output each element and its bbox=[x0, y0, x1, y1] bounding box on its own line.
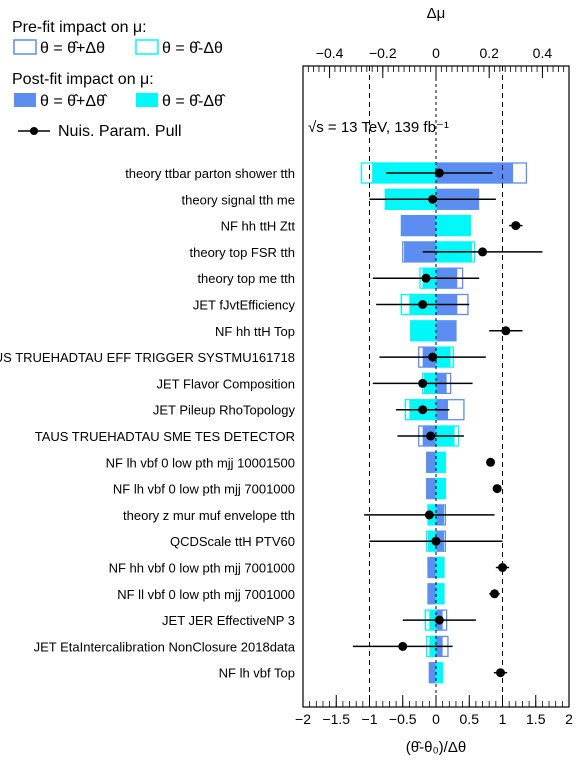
postfit-up-bar bbox=[426, 452, 436, 473]
pull-marker bbox=[492, 484, 502, 494]
bottom-axis-tick-label: −1.5 bbox=[322, 711, 350, 727]
parameter-labels: theory ttbar parton shower tth theory sig… bbox=[0, 166, 296, 681]
prefit-down-bar bbox=[435, 583, 445, 605]
parameter-label: TAUS TRUEHADTAU EFF TRIGGER SYSTMU161718 bbox=[0, 350, 295, 365]
legend-prefit-up-label: θ = θ̂+Δθ bbox=[40, 40, 105, 57]
pull-marker bbox=[434, 168, 444, 178]
pull-marker bbox=[398, 641, 408, 651]
pull-marker bbox=[501, 326, 511, 336]
parameter-label: JET Flavor Composition bbox=[157, 376, 295, 391]
bottom-axis-tick-label: 1 bbox=[499, 711, 507, 727]
bottom-axis-title: (θ̂-θ₀)/Δθ bbox=[406, 739, 466, 756]
pull-marker bbox=[490, 589, 500, 599]
parameter-label: TAUS TRUEHADTAU SME TES DETECTOR bbox=[35, 429, 295, 444]
pull-marker bbox=[431, 536, 441, 546]
parameter-label: JET Pileup RhoTopology bbox=[153, 403, 296, 418]
legend-pull-marker bbox=[30, 127, 38, 135]
bottom-axis-tick-label: 0.5 bbox=[460, 711, 480, 727]
pull-marker bbox=[498, 563, 507, 572]
pull-marker bbox=[424, 510, 434, 520]
postfit-up-bar bbox=[428, 583, 436, 604]
postfit-down-bar bbox=[436, 452, 446, 473]
pull-marker bbox=[418, 378, 428, 388]
parameter-label: NF ll vbf 0 low pth mjj 7001000 bbox=[117, 587, 295, 602]
parameter-label: NF hh ttH Top bbox=[215, 324, 295, 339]
postfit-up-bar bbox=[428, 557, 436, 578]
postfit-down-bar bbox=[436, 662, 443, 683]
top-axis-tick-label: −0.2 bbox=[369, 45, 397, 61]
bottom-axis-tick-label: 0 bbox=[432, 711, 440, 727]
postfit-down-bar bbox=[436, 557, 444, 578]
energy-lumi-annotation: √s = 13 TeV, 139 fb⁻¹ bbox=[308, 119, 449, 136]
postfit-up-bar bbox=[401, 215, 436, 236]
legend-postfit-down-label: θ = θ̂-Δθ̂ bbox=[162, 93, 226, 110]
bottom-axis-tick-label: −2 bbox=[295, 711, 311, 727]
bottom-axis-tick-label: 1.5 bbox=[526, 711, 546, 727]
postfit-up-bar bbox=[429, 662, 436, 683]
legend-prefit-up-swatch bbox=[13, 39, 37, 55]
legend-postfit-title: Post-fit impact on μ: bbox=[12, 71, 154, 88]
pull-marker bbox=[478, 247, 488, 257]
pull-marker bbox=[428, 194, 438, 204]
parameter-label: QCDScale ttH PTV60 bbox=[170, 534, 295, 549]
top-axis-tick-label: 0 bbox=[432, 45, 440, 61]
legend-postfit-up-label: θ = θ̂+Δθ̂ bbox=[40, 93, 108, 110]
parameter-label: NF hh ttH Ztt bbox=[221, 219, 296, 234]
pull-marker bbox=[511, 221, 521, 231]
top-axis-tick-label: 0.4 bbox=[533, 45, 553, 61]
prefit-down-bar bbox=[435, 214, 472, 237]
postfit-up-bar bbox=[436, 320, 456, 341]
legend-prefit-down-swatch bbox=[135, 39, 159, 55]
postfit-down-bar bbox=[436, 215, 471, 236]
bottom-axis-tick-label: 2 bbox=[565, 711, 573, 727]
pull-marker bbox=[434, 615, 444, 625]
legend: Pre-fit impact on μ: θ = θ̂+Δθ θ = θ̂-Δθ… bbox=[12, 19, 226, 140]
postfit-down-bar bbox=[436, 478, 446, 499]
bottom-axis-tick-label: −1 bbox=[362, 711, 378, 727]
pull-marker bbox=[486, 457, 496, 467]
parameter-label: JET EtaIntercalibration NonClosure 2018d… bbox=[34, 639, 296, 654]
postfit-down-bar bbox=[410, 320, 436, 341]
pull-marker bbox=[428, 352, 438, 362]
legend-pull-label: Nuis. Param. Pull bbox=[58, 123, 182, 140]
postfit-up-bar bbox=[404, 241, 436, 262]
parameter-label: theory top FSR tth bbox=[190, 245, 296, 260]
parameter-label: theory top me tth bbox=[197, 271, 295, 286]
top-axis-tick-label: 0.2 bbox=[479, 45, 499, 61]
top-axis-tick-label: −0.4 bbox=[316, 45, 344, 61]
parameter-label: theory ttbar parton shower tth bbox=[125, 166, 295, 181]
bottom-axis-tick-label: −0.5 bbox=[389, 711, 417, 727]
pull-marker bbox=[426, 431, 436, 441]
parameter-label: NF hh vbf 0 low pth mjj 7001000 bbox=[109, 561, 295, 576]
parameter-label: theory z mur muf envelope tth bbox=[123, 508, 295, 523]
plot-area: −2 −1.5 −1 −0.5 0 0.5 1 1.5 2 −0.4 −0.2 0 0.2 0.4 bbox=[295, 45, 573, 727]
parameter-label: NF lh vbf 0 low pth mjj 7001000 bbox=[113, 482, 295, 497]
pull-marker bbox=[421, 273, 431, 283]
top-axis-title: Δμ bbox=[427, 5, 446, 22]
pull-marker bbox=[418, 405, 428, 415]
legend-postfit-down-swatch bbox=[136, 93, 158, 107]
pull-marker bbox=[418, 300, 428, 309]
legend-prefit-down-label: θ = θ̂-Δθ bbox=[162, 40, 223, 57]
parameter-label: NF lh vbf Top bbox=[219, 666, 295, 681]
legend-postfit-up-swatch bbox=[14, 93, 36, 107]
postfit-down-bar bbox=[436, 583, 444, 604]
parameter-label: JET JER EffectiveNP 3 bbox=[162, 613, 295, 628]
prefit-down-bar bbox=[435, 556, 445, 579]
parameter-label: JET fJvtEfficiency bbox=[193, 298, 296, 313]
parameter-label: theory signal tth me bbox=[182, 192, 295, 207]
pull-marker bbox=[496, 668, 506, 678]
postfit-up-bar bbox=[426, 478, 436, 499]
legend-prefit-title: Pre-fit impact on μ: bbox=[12, 19, 147, 36]
parameter-label: NF lh vbf 0 low pth mjj 10001500 bbox=[106, 455, 295, 470]
